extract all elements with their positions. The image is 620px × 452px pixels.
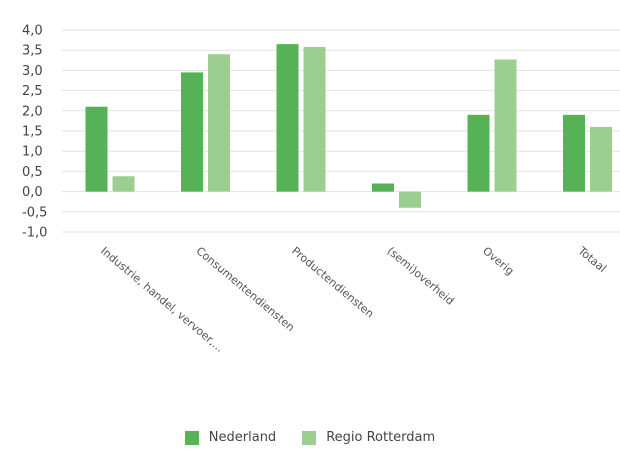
legend-swatch bbox=[302, 430, 317, 445]
bar-regio-rotterdam bbox=[112, 176, 135, 192]
legend-item: Nederland bbox=[184, 430, 277, 445]
bar-regio-rotterdam bbox=[494, 59, 517, 192]
bar-regio-rotterdam bbox=[590, 126, 612, 192]
y-tick-label: 1,0 bbox=[22, 145, 43, 160]
y-tick-label: 4,0 bbox=[22, 24, 43, 39]
bar-nederland bbox=[467, 114, 490, 192]
bar-regio-rotterdam bbox=[303, 46, 326, 192]
x-tick-label: (semi)overheid bbox=[385, 244, 457, 307]
y-tick-label: 2,5 bbox=[22, 84, 43, 99]
y-tick-label: -1,0 bbox=[22, 226, 47, 241]
y-tick-label: 3,0 bbox=[22, 64, 43, 79]
bar-nederland bbox=[372, 183, 394, 192]
legend-item: Regio Rotterdam bbox=[302, 430, 435, 445]
y-tick-label: 0,5 bbox=[22, 165, 43, 180]
bar-nederland bbox=[181, 72, 203, 192]
legend: Nederland Regio Rotterdam bbox=[0, 430, 620, 445]
x-tick-label: Productendiensten bbox=[289, 244, 376, 320]
bar-regio-rotterdam bbox=[399, 191, 421, 208]
x-tick-label: Consumentendiensten bbox=[194, 244, 297, 334]
y-tick-label: -0,5 bbox=[22, 205, 47, 220]
bar-nederland bbox=[85, 106, 108, 192]
legend-swatch bbox=[184, 430, 199, 445]
x-tick-label: Overig bbox=[480, 244, 516, 277]
bar-nederland bbox=[563, 114, 585, 192]
legend-label: Nederland bbox=[208, 430, 277, 445]
bar-regio-rotterdam bbox=[208, 54, 230, 192]
y-tick-label: 1,5 bbox=[22, 125, 43, 140]
x-tick-label: Totaal bbox=[575, 244, 609, 275]
legend-label: Regio Rotterdam bbox=[326, 430, 436, 445]
y-tick-label: 2,0 bbox=[22, 104, 43, 119]
bar-nederland bbox=[276, 44, 299, 192]
y-tick-label: 0,0 bbox=[22, 185, 43, 200]
y-tick-label: 3,5 bbox=[22, 44, 43, 59]
